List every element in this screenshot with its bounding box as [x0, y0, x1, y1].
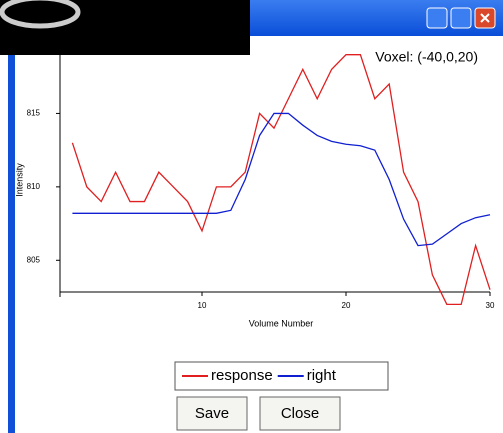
save-button[interactable] — [176, 396, 248, 431]
save-label: Save — [195, 405, 229, 422]
overlay-shape — [0, 0, 81, 29]
maximize-button[interactable] — [450, 7, 472, 29]
close-button[interactable] — [259, 396, 341, 431]
window-border — [8, 36, 15, 433]
legend-label: response — [211, 367, 273, 384]
minimize-button[interactable] — [426, 7, 448, 29]
annotation: Voxel: (-40,0,20) — [375, 49, 478, 65]
y-tick-label: 805 — [27, 255, 41, 264]
x-axis-label: Volume Number — [249, 318, 314, 328]
chart: 805 810 815 10 20 30 Volume Number Intensity Vox… — [14, 40, 495, 328]
x-tick-label: 10 — [198, 301, 207, 310]
legend-label: right — [307, 367, 337, 384]
close-label: Close — [281, 405, 319, 422]
x-tick-label: 20 — [342, 301, 351, 310]
y-tick-label: 810 — [27, 182, 41, 191]
x-tick-label: 30 — [486, 301, 495, 310]
y-tick-label: 815 — [27, 109, 41, 118]
series-line — [72, 112, 491, 247]
close-icon — [480, 13, 490, 23]
y-axis-label: Intensity — [14, 163, 24, 197]
